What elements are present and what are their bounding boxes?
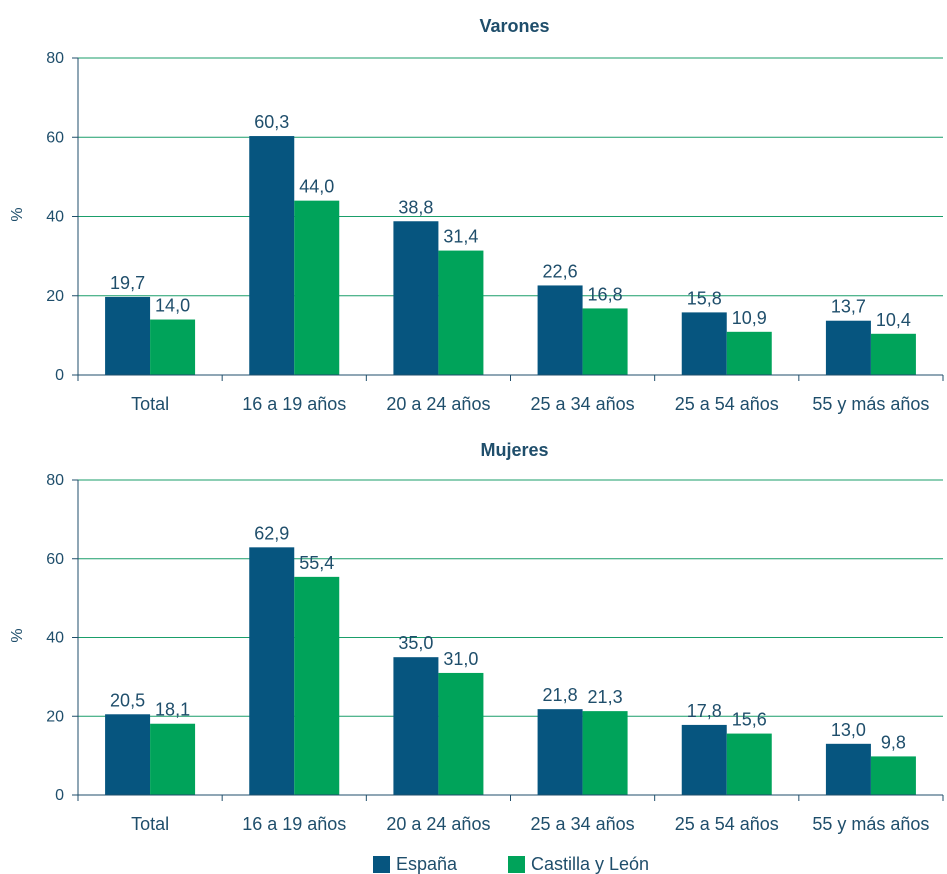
bar-castilla-y-leon — [150, 319, 196, 375]
data-label: 22,6 — [543, 261, 578, 281]
bar-castilla-y-leon — [582, 711, 628, 795]
y-tick-label: 60 — [46, 551, 64, 568]
bar-castilla-y-leon — [150, 723, 196, 795]
y-tick-label: 0 — [55, 787, 64, 804]
data-label: 31,4 — [443, 227, 478, 247]
data-label: 55,4 — [299, 553, 334, 573]
x-category-label: 55 y más años — [812, 394, 929, 414]
data-label: 13,7 — [831, 297, 866, 317]
bar-espana — [681, 312, 727, 375]
x-category-label: 25 a 54 años — [675, 394, 779, 414]
y-tick-label: 80 — [46, 50, 64, 67]
bar-castilla-y-leon — [294, 200, 340, 375]
data-label: 35,0 — [398, 633, 433, 653]
bar-castilla-y-leon — [870, 756, 916, 795]
bar-castilla-y-leon — [582, 308, 628, 375]
data-label: 38,8 — [398, 197, 433, 217]
data-label: 14,0 — [155, 296, 190, 316]
legend-swatch-espana — [373, 856, 390, 873]
x-category-label: Total — [131, 814, 169, 834]
bar-espana — [249, 136, 295, 375]
bar-castilla-y-leon — [726, 331, 772, 375]
data-label: 20,5 — [110, 690, 145, 710]
y-axis-label: % — [9, 207, 26, 221]
data-label: 62,9 — [254, 523, 289, 543]
bar-espana — [105, 714, 151, 795]
x-category-label: Total — [131, 394, 169, 414]
chart-panel-mujeres: Mujeres 0 20 40 60 80% 20,5 18,1 Total 62,9 55,4 16… — [9, 440, 944, 834]
data-label: 21,3 — [588, 687, 623, 707]
bar-espana — [393, 221, 439, 375]
y-tick-label: 20 — [46, 708, 64, 725]
bar-castilla-y-leon — [438, 672, 484, 795]
chart-title: Varones — [479, 16, 549, 36]
legend-label: España — [396, 854, 458, 874]
data-label: 10,4 — [876, 310, 911, 330]
bar-castilla-y-leon — [726, 733, 772, 795]
x-category-label: 25 a 54 años — [675, 814, 779, 834]
bar-espana — [105, 296, 151, 375]
legend-label: Castilla y León — [531, 854, 649, 874]
y-tick-label: 40 — [46, 209, 64, 226]
data-label: 60,3 — [254, 112, 289, 132]
data-label: 19,7 — [110, 273, 145, 293]
data-label: 16,8 — [588, 284, 623, 304]
y-axis-label: % — [9, 628, 26, 642]
data-label: 9,8 — [881, 732, 906, 752]
y-tick-label: 20 — [46, 288, 64, 305]
data-label: 21,8 — [543, 685, 578, 705]
chart-title: Mujeres — [480, 440, 548, 460]
y-tick-label: 80 — [46, 472, 64, 489]
x-category-label: 16 a 19 años — [242, 814, 346, 834]
data-label: 15,6 — [732, 710, 767, 730]
chart-panel-varones: Varones 0 20 40 60 80% 19,7 14,0 Total 60,3 44,0 16… — [9, 16, 944, 414]
y-tick-label: 0 — [55, 367, 64, 384]
legend-swatch-castilla-y-leon — [508, 856, 525, 873]
data-label: 13,0 — [831, 720, 866, 740]
y-tick-label: 60 — [46, 129, 64, 146]
data-label: 15,8 — [687, 288, 722, 308]
bar-castilla-y-leon — [294, 576, 340, 795]
bar-espana — [681, 724, 727, 795]
x-category-label: 25 a 34 años — [531, 814, 635, 834]
bar-espana — [825, 320, 871, 375]
y-tick-label: 40 — [46, 630, 64, 647]
data-label: 18,1 — [155, 700, 190, 720]
x-category-label: 25 a 34 años — [531, 394, 635, 414]
x-category-label: 20 a 24 años — [386, 394, 490, 414]
bar-espana — [393, 657, 439, 795]
bar-espana — [537, 709, 583, 795]
x-category-label: 55 y más años — [812, 814, 929, 834]
data-label: 44,0 — [299, 177, 334, 197]
bar-castilla-y-leon — [438, 250, 484, 375]
data-label: 10,9 — [732, 308, 767, 328]
bar-espana — [825, 743, 871, 795]
x-category-label: 16 a 19 años — [242, 394, 346, 414]
bar-espana — [537, 285, 583, 375]
data-label: 31,0 — [443, 649, 478, 669]
bar-espana — [249, 547, 295, 795]
x-category-label: 20 a 24 años — [386, 814, 490, 834]
data-label: 17,8 — [687, 701, 722, 721]
bar-castilla-y-leon — [870, 333, 916, 375]
legend: España Castilla y León — [373, 854, 649, 874]
